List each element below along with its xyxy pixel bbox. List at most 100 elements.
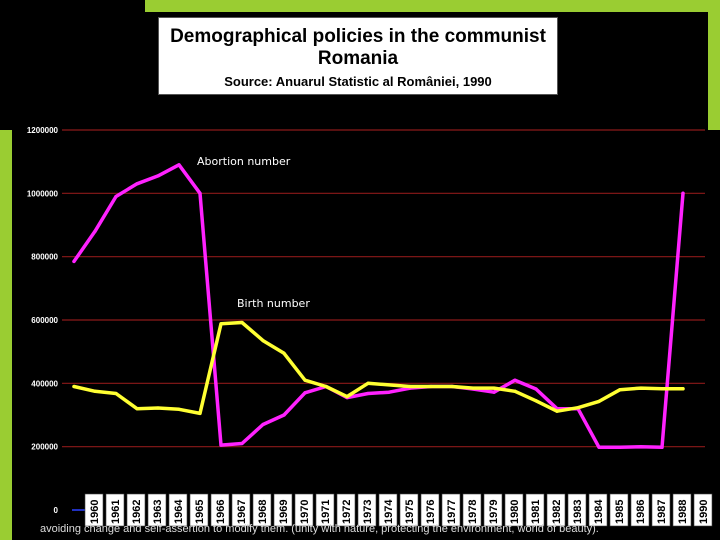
data-point (639, 445, 643, 449)
x-tick-box (84, 493, 104, 527)
x-tick-label: 1983 (572, 500, 584, 524)
x-tick-box (273, 493, 293, 527)
y-tick-label: 800000 (31, 253, 58, 262)
data-point (618, 388, 622, 392)
data-point (387, 383, 391, 387)
x-tick-box (378, 493, 398, 527)
x-tick-label: 1962 (131, 500, 143, 524)
accent-bar-top (145, 0, 720, 12)
data-point (681, 191, 685, 195)
x-tick-label: 1961 (110, 500, 122, 524)
x-tick-box (252, 493, 272, 527)
x-tick-label: 1973 (362, 500, 374, 524)
data-point (429, 384, 433, 389)
data-point (93, 389, 97, 393)
data-point (93, 229, 97, 233)
x-tick-label: 1964 (173, 499, 185, 524)
data-point (177, 407, 181, 411)
x-tick-box (126, 493, 146, 527)
data-point (492, 386, 496, 390)
data-point (135, 407, 139, 411)
x-tick-box (168, 493, 188, 527)
x-tick-label: 1987 (656, 500, 668, 524)
data-point (282, 413, 286, 417)
chart-title-box: Demographical policies in the communist … (158, 17, 558, 95)
data-point (177, 163, 181, 167)
x-tick-label: 1980 (509, 500, 521, 524)
x-tick-box (567, 493, 587, 527)
data-point (219, 322, 223, 326)
x-tick-box (294, 493, 314, 527)
data-point (660, 387, 664, 391)
data-point (114, 194, 118, 199)
x-tick-label: 1975 (404, 500, 416, 524)
y-tick-label: 400000 (31, 379, 58, 388)
data-point (240, 320, 244, 325)
series-line-birth (72, 320, 685, 416)
data-point (72, 259, 76, 264)
x-tick-label: 1976 (425, 500, 437, 524)
series-line-abortion (72, 163, 685, 450)
data-point (303, 378, 307, 382)
x-tick-label: 1990 (698, 500, 710, 524)
x-tick-box (630, 493, 650, 527)
x-tick-label: 1982 (551, 500, 563, 524)
x-tick-label: 1963 (152, 500, 164, 524)
x-tick-label: 1984 (593, 499, 605, 524)
data-point (324, 384, 328, 389)
data-point (219, 443, 223, 447)
x-tick-box (105, 493, 125, 527)
x-tick-label: 1979 (488, 500, 500, 524)
x-tick-box (462, 493, 482, 527)
data-point (534, 387, 538, 391)
y-tick-label: 1000000 (27, 189, 59, 198)
y-tick-label: 1200000 (27, 126, 59, 135)
data-point (576, 406, 580, 410)
data-point (261, 422, 265, 427)
data-point (366, 381, 370, 385)
data-point (387, 390, 391, 394)
data-point (597, 399, 601, 403)
data-point (303, 391, 307, 395)
x-tick-label: 1985 (614, 500, 626, 524)
data-point (282, 351, 286, 355)
x-tick-box (420, 493, 440, 527)
x-tick-label: 1969 (278, 500, 290, 524)
x-tick-box (189, 493, 209, 527)
data-point (618, 445, 622, 449)
x-tick-box (336, 493, 356, 527)
data-point (156, 174, 160, 178)
x-tick-box (483, 493, 503, 527)
x-tick-box (315, 493, 335, 527)
data-point (198, 411, 202, 416)
x-tick-box (588, 493, 608, 527)
data-point (114, 391, 118, 396)
data-point (639, 386, 643, 390)
accent-bar-left (0, 130, 12, 540)
x-tick-box (693, 493, 713, 527)
data-point (534, 399, 538, 403)
x-tick-label: 1970 (299, 500, 311, 524)
data-point (72, 384, 76, 389)
x-tick-box (651, 493, 671, 527)
series-annotation: Abortion number (197, 155, 291, 168)
y-tick-label: 200000 (31, 443, 58, 452)
data-point (513, 389, 517, 393)
x-tick-label: 1967 (236, 500, 248, 524)
accent-bar-right (708, 0, 720, 130)
x-tick-label: 1971 (320, 500, 332, 524)
x-tick-label: 1988 (677, 500, 689, 524)
x-tick-box (357, 493, 377, 527)
x-tick-box (525, 493, 545, 527)
data-point (513, 378, 517, 382)
data-point (408, 384, 412, 389)
x-tick-box (546, 493, 566, 527)
x-tick-label: 1966 (215, 500, 227, 524)
x-tick-label: 1972 (341, 500, 353, 524)
x-tick-box (609, 493, 629, 527)
x-tick-label: 1960 (89, 500, 101, 524)
y-tick-label: 600000 (31, 316, 58, 325)
x-tick-label: 1981 (530, 500, 542, 524)
